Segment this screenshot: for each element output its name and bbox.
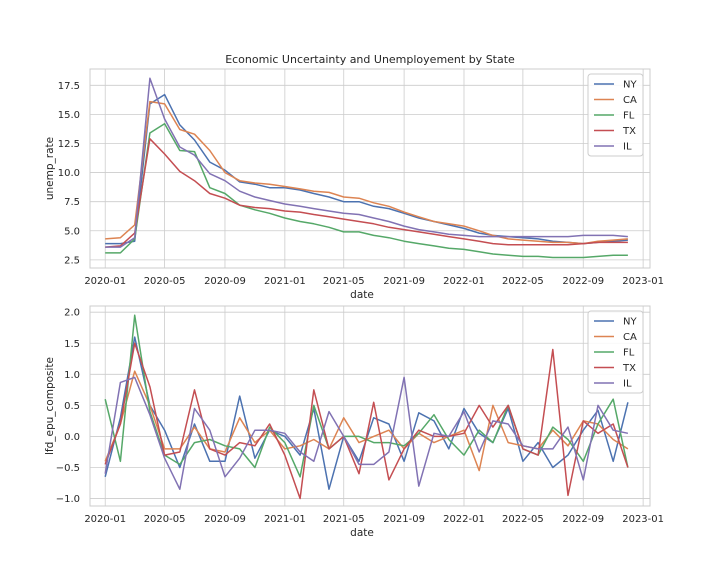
x-tick-label: 2020-09 xyxy=(204,276,246,287)
x-tick-label: 2022-09 xyxy=(562,276,604,287)
y-axis-label: unemp_rate xyxy=(44,137,56,200)
legend-label-il: IL xyxy=(623,379,632,390)
x-tick-label: 2020-05 xyxy=(144,514,186,525)
y-tick-label: 0.5 xyxy=(64,401,80,412)
x-tick-label: 2023-01 xyxy=(622,514,664,525)
x-tick-label: 2021-09 xyxy=(383,276,425,287)
x-tick-label: 2020-05 xyxy=(144,276,186,287)
x-tick-label: 2020-01 xyxy=(84,514,126,525)
x-tick-label: 2023-01 xyxy=(622,276,664,287)
legend: NY CA FL TX IL xyxy=(587,310,644,394)
y-tick-label: 5.0 xyxy=(64,226,80,237)
legend-label-fl: FL xyxy=(623,111,635,122)
legend-box xyxy=(587,73,644,157)
y-tick-label: 7.5 xyxy=(64,197,80,208)
y-tick-label: 0.0 xyxy=(64,432,80,443)
y-tick-label: −1.0 xyxy=(56,494,80,505)
legend-label-fl: FL xyxy=(623,348,635,359)
x-tick-label: 2022-01 xyxy=(443,514,485,525)
y-tick-label: 12.5 xyxy=(58,139,80,150)
x-tick-label: 2022-05 xyxy=(502,276,544,287)
y-tick-label: 17.5 xyxy=(58,81,80,92)
legend-label-ny: NY xyxy=(623,317,637,328)
y-tick-label: 15.0 xyxy=(58,110,80,121)
x-axis-label: date xyxy=(350,289,374,301)
y-tick-label: −0.5 xyxy=(56,463,80,474)
series-line-il xyxy=(105,77,628,248)
series-line-tx xyxy=(105,138,628,248)
legend-label-ny: NY xyxy=(623,80,637,91)
series-line-ca xyxy=(105,100,628,245)
legend-label-ca: CA xyxy=(623,332,637,343)
x-tick-label: 2022-09 xyxy=(562,514,604,525)
x-tick-label: 2021-05 xyxy=(323,276,365,287)
x-tick-label: 2020-09 xyxy=(204,514,246,525)
series-line-il xyxy=(104,376,629,490)
top-panel-unemp-rate: 2020-01 2020-05 2020-09 2021-01 2021-05 2021-… xyxy=(44,53,664,301)
bottom-panel-epu-composite: 2020-01 2020-05 2020-09 2021-01 2021-05 2021-… xyxy=(44,305,664,539)
series-line-fl xyxy=(104,314,629,478)
chart-title: Economic Uncertainty and Unemployement b… xyxy=(225,53,515,66)
x-tick-label: 2022-01 xyxy=(443,276,485,287)
x-tick-label: 2022-05 xyxy=(502,514,544,525)
series-line-tx xyxy=(104,342,629,500)
legend-label-tx: TX xyxy=(622,126,636,137)
gridlines xyxy=(90,69,650,268)
legend-label-ca: CA xyxy=(623,95,637,106)
legend-label-il: IL xyxy=(623,142,632,153)
x-axis-label: date xyxy=(350,527,374,539)
x-tick-label: 2021-09 xyxy=(383,514,425,525)
y-tick-label: 1.0 xyxy=(64,370,80,381)
x-tick-label: 2021-01 xyxy=(264,276,306,287)
plot-area-frame xyxy=(89,68,651,269)
x-tick-label: 2021-01 xyxy=(264,514,306,525)
legend: NY CA FL TX IL xyxy=(587,73,644,157)
series-line-fl xyxy=(105,122,628,259)
y-tick-label: 2.0 xyxy=(64,308,80,319)
legend-box xyxy=(587,310,644,394)
plot-area-frame xyxy=(89,305,651,507)
legend-label-tx: TX xyxy=(622,363,636,374)
y-tick-label: 10.0 xyxy=(58,168,80,179)
x-tick-label: 2020-01 xyxy=(84,276,126,287)
y-tick-label: 2.5 xyxy=(64,255,80,266)
series-line-ny xyxy=(105,93,628,245)
y-axis-label: lfd_epu_composite xyxy=(44,357,56,455)
x-tick-label: 2021-05 xyxy=(323,514,365,525)
y-tick-label: 1.5 xyxy=(64,339,80,350)
